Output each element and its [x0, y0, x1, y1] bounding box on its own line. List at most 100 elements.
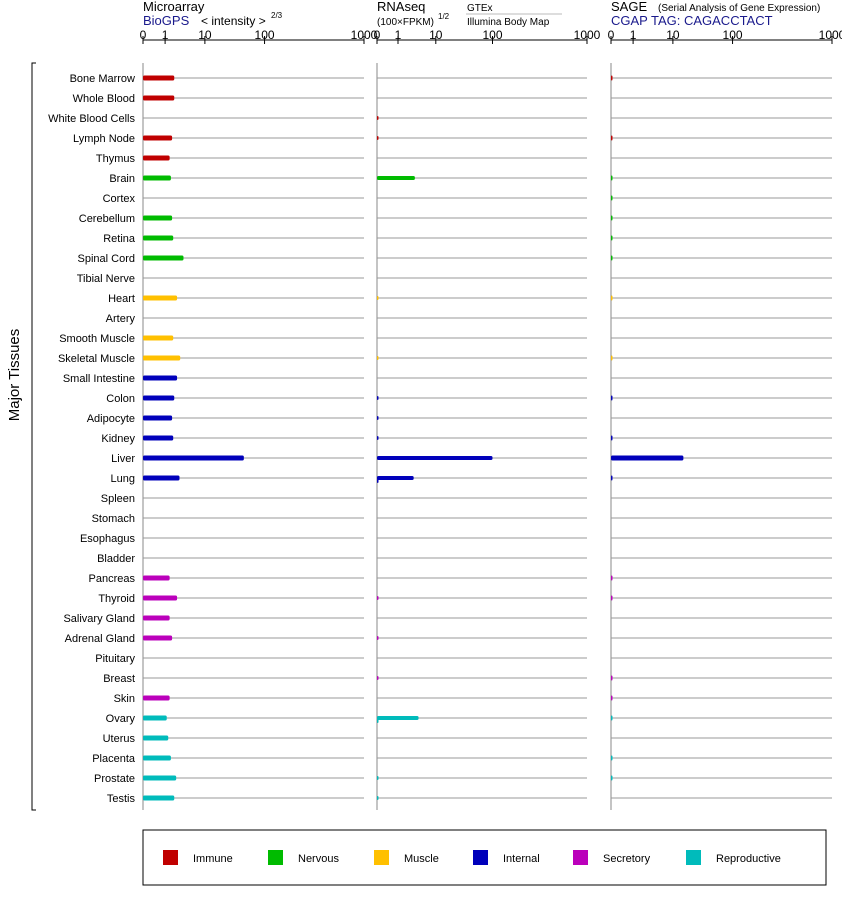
bar-microarray-heart	[143, 295, 178, 301]
bar-microarray-adipocyte	[143, 415, 173, 421]
bar-rnaseq-lung	[377, 476, 414, 480]
sage-tick-label: 1	[630, 28, 637, 42]
bar-rnaseq-heart	[377, 296, 379, 300]
microarray-title: Microarray	[143, 0, 205, 14]
bar-rnaseq-lung	[377, 479, 379, 483]
bar-rnaseq-brain	[377, 176, 415, 180]
bar-rnaseq-adipocyte	[377, 416, 379, 420]
bar-microarray-thymus	[143, 155, 170, 161]
bar-rnaseq-liver	[377, 456, 493, 460]
bar-sage-pancreas	[611, 575, 613, 581]
bar-microarray-testis	[143, 795, 175, 801]
legend-label-reproductive: Reproductive	[716, 853, 781, 865]
illumina-label: Illumina Body Map	[467, 17, 550, 28]
microarray-unit-exponent: 2/3	[271, 11, 283, 20]
legend-swatch-nervous	[268, 850, 283, 865]
bar-rnaseq-white-blood-cells	[377, 116, 379, 120]
legend-label-internal: Internal	[503, 853, 540, 865]
sage-tick-label: 100	[723, 28, 743, 42]
gtex-label: GTEx	[467, 3, 493, 14]
microarray-tick-label: 1	[162, 28, 169, 42]
microarray-unit: < intensity >	[201, 14, 266, 28]
rnaseq-tick-label: 10	[429, 28, 443, 42]
bar-microarray-liver	[143, 455, 244, 461]
sage-tick-label: 0	[608, 28, 615, 42]
biogps-link[interactable]: BioGPS	[143, 13, 190, 28]
bar-sage-skin	[611, 695, 613, 701]
tissue-label: Lymph Node	[73, 133, 135, 145]
bar-microarray-bone-marrow	[143, 75, 175, 81]
major-tissues-label: Major Tissues	[6, 329, 23, 422]
bar-microarray-colon	[143, 395, 175, 401]
rnaseq-tick-label: 1000	[574, 28, 601, 42]
tissue-label: Tibial Nerve	[77, 273, 135, 285]
bar-sage-heart	[611, 295, 613, 301]
bar-microarray-skin	[143, 695, 170, 701]
rnaseq-unit-exponent: 1/2	[438, 12, 450, 21]
bar-sage-bone-marrow	[611, 75, 613, 81]
bar-rnaseq-kidney	[377, 436, 379, 440]
tissue-label: Lung	[111, 473, 135, 485]
bar-sage-breast	[611, 675, 613, 681]
bar-microarray-brain	[143, 175, 171, 181]
tissue-label: Pituitary	[95, 653, 135, 665]
bar-microarray-kidney	[143, 435, 174, 441]
tissue-label: Pancreas	[89, 573, 136, 585]
bar-sage-spinal-cord	[611, 255, 613, 261]
bar-sage-skeletal-muscle	[611, 355, 613, 361]
tissue-label: Placenta	[92, 753, 136, 765]
sage-title: SAGE	[611, 0, 647, 14]
legend-box	[142, 829, 827, 886]
tissue-label: Uterus	[103, 733, 136, 745]
bar-microarray-smooth-muscle	[143, 335, 174, 341]
tissue-label: Brain	[109, 173, 135, 185]
tissue-label: Ovary	[106, 713, 136, 725]
bar-rnaseq-ovary	[377, 719, 379, 723]
bar-sage-kidney	[611, 435, 613, 441]
bar-sage-thyroid	[611, 595, 613, 601]
rnaseq-title: RNAseq	[377, 0, 425, 14]
tissue-label: Thymus	[96, 153, 136, 165]
tissue-label: Spleen	[101, 493, 135, 505]
bar-sage-cortex	[611, 195, 613, 201]
tissue-label: Skeletal Muscle	[58, 353, 135, 365]
tissue-label: Artery	[106, 313, 136, 325]
tissue-label: Esophagus	[80, 533, 136, 545]
tissue-label: White Blood Cells	[48, 113, 135, 125]
bar-rnaseq-prostate	[377, 776, 379, 780]
cgap-tag-link[interactable]: CGAP TAG: CAGACCTACT	[611, 13, 773, 28]
bar-microarray-thyroid	[143, 595, 178, 601]
tissue-label: Cerebellum	[79, 213, 135, 225]
legend-swatch-secretory	[573, 850, 588, 865]
tissue-label: Bladder	[97, 553, 135, 565]
legend-label-secretory: Secretory	[603, 853, 651, 865]
tissue-label: Adrenal Gland	[65, 633, 135, 645]
microarray-tick-label: 1000	[351, 28, 378, 42]
tissue-label: Small Intestine	[63, 373, 135, 385]
bar-microarray-skeletal-muscle	[143, 355, 181, 361]
bar-microarray-lung	[143, 475, 180, 481]
bar-sage-lymph-node	[611, 135, 613, 141]
bar-sage-placenta	[611, 755, 613, 761]
tissue-label: Skin	[114, 693, 135, 705]
bar-microarray-lymph-node	[143, 135, 173, 141]
bar-microarray-uterus	[143, 735, 169, 741]
tissue-label: Liver	[111, 453, 135, 465]
bar-sage-colon	[611, 395, 613, 401]
rnaseq-unit: (100×FPKM)	[377, 17, 434, 28]
legend-label-muscle: Muscle	[404, 853, 439, 865]
rnaseq-tick-label: 100	[482, 28, 502, 42]
tissue-label: Prostate	[94, 773, 135, 785]
bar-sage-retina	[611, 235, 613, 241]
bar-microarray-placenta	[143, 755, 171, 761]
bar-microarray-pancreas	[143, 575, 170, 581]
bar-microarray-prostate	[143, 775, 177, 781]
tissue-label: Thyroid	[98, 593, 135, 605]
bar-microarray-small-intestine	[143, 375, 178, 381]
bar-sage-lung	[611, 475, 613, 481]
bar-microarray-spinal-cord	[143, 255, 184, 261]
tissue-label: Adipocyte	[87, 413, 135, 425]
bar-microarray-ovary	[143, 715, 167, 721]
bar-sage-cerebellum	[611, 215, 613, 221]
bar-microarray-salivary-gland	[143, 615, 170, 621]
